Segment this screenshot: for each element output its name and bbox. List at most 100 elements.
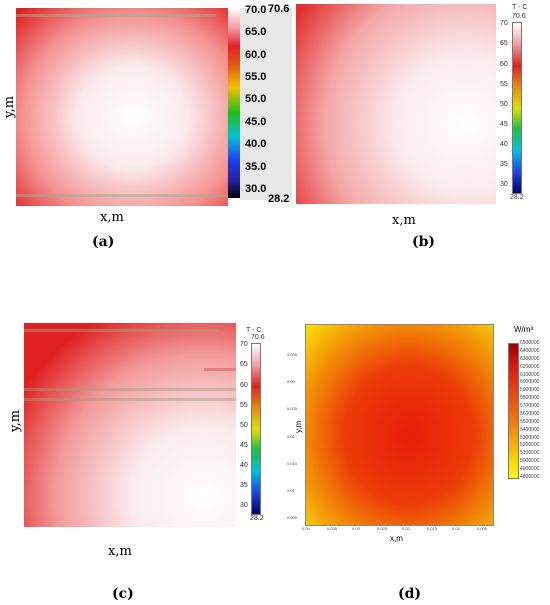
y-tick-label-d: 0.015	[287, 460, 298, 466]
ylabel-d: y,m	[294, 420, 303, 433]
xlabel-c: x,m	[108, 544, 132, 559]
y-tick-label-d: 0.035	[287, 352, 298, 358]
heatmap-a-artifact-line	[16, 14, 216, 17]
caption-c-text: (c)	[112, 586, 134, 602]
colorbar-d-tick: 5800000	[520, 395, 540, 402]
x-tick-label-d: 0.035	[327, 526, 338, 531]
colorbar-a-tick: 55.0	[245, 70, 267, 83]
colorbar-c-tick: 40	[240, 461, 248, 469]
y-tick-label-d: 0.025	[287, 406, 298, 412]
colorbar-b-tick: 65	[500, 40, 508, 48]
colorbar-b-tick: 30	[500, 180, 508, 188]
caption-a: (a)	[92, 234, 114, 250]
y-tick-label-d: 0.02	[287, 433, 295, 439]
colorbar-d-tick: 5900000	[520, 387, 540, 394]
colorbar-b-tick: 40	[500, 140, 508, 148]
colorbar-b-tick: 55	[500, 80, 508, 88]
heatmap-c	[24, 323, 236, 527]
caption-a-text: (a)	[92, 234, 115, 250]
caption-d: (d)	[398, 586, 421, 602]
colorbar-b-min-label: 28.2	[510, 194, 524, 201]
colorbar-d-title: W/m³	[514, 325, 534, 334]
x-tick-label-d: 0.025	[377, 526, 388, 531]
heatmap-c-artifact-line	[24, 329, 219, 332]
colorbar-d-tick: 6500000	[520, 340, 540, 346]
colorbar-a-tick: 50.0	[245, 93, 267, 106]
colorbar-c-tick: 65	[240, 361, 248, 369]
colorbar-d-tick: 5300000	[520, 434, 540, 441]
colorbar-a-tick: 70.0	[245, 3, 267, 16]
heatmap-b-field	[296, 4, 496, 204]
colorbar-a-gradient	[228, 8, 240, 198]
colorbar-c-tick: 35	[240, 481, 248, 489]
colorbar-c-tick: 60	[240, 381, 248, 389]
heatmap-d-field	[306, 325, 493, 525]
colorbar-c-tick: 70	[240, 341, 248, 349]
colorbar-d-tick: 6300000	[520, 355, 540, 362]
colorbar-a-tick: 45.0	[245, 115, 267, 128]
colorbar-b	[512, 22, 522, 194]
colorbar-d-tick: 4800000	[520, 474, 540, 480]
colorbar-c-gradient	[252, 344, 260, 514]
colorbar-c-max-label: 70.6	[251, 334, 265, 341]
colorbar-a-tick: 35.0	[245, 160, 267, 173]
colorbar-b-svg	[513, 23, 521, 193]
ylabel-c: y,m	[8, 409, 23, 432]
y-tick-label-d: 0.005	[287, 515, 298, 520]
colorbar-b-tick: 60	[500, 60, 508, 68]
y-tick-label-d: 0.03	[287, 379, 295, 385]
colorbar-d-tick: 5100000	[520, 450, 540, 457]
colorbar-d-tick: 6400000	[520, 347, 540, 354]
colorbar-d-tick: 5200000	[520, 442, 540, 449]
colorbar-d-tick: 5600000	[520, 410, 540, 417]
colorbar-c-tick: 30	[240, 501, 248, 509]
colorbar-b-tick: 50	[500, 100, 508, 108]
colorbar-a-max-label: 70.6	[268, 3, 290, 15]
colorbar-a-tick: 60.0	[245, 48, 267, 61]
colorbar-a-label-area	[240, 8, 292, 200]
heatmap-a	[16, 8, 228, 206]
xlabel-b: x,m	[392, 213, 416, 228]
colorbar-a	[228, 8, 240, 198]
xlabel-d: x,m	[390, 534, 403, 543]
heatmap-d-svg	[306, 325, 493, 525]
colorbar-d-tick: 5400000	[520, 426, 540, 433]
heatmap-b	[296, 4, 496, 204]
colorbar-d-tick: 6200000	[520, 363, 540, 370]
x-tick-label-d: 0.005	[477, 526, 488, 531]
colorbar-d-tick: 6000000	[520, 379, 540, 386]
colorbar-d-tick: 6100000	[520, 371, 540, 378]
colorbar-a-min-label: 28.2	[268, 193, 290, 205]
colorbar-c	[251, 343, 261, 515]
ylabel-a: y,m	[2, 95, 17, 118]
colorbar-c-title: T - C	[246, 327, 262, 334]
colorbar-c-tick: 45	[240, 441, 248, 449]
colorbar-b-tick: 35	[500, 160, 508, 168]
caption-b-text: (b)	[412, 234, 436, 250]
colorbar-d-svg	[509, 344, 518, 478]
x-tick-label-d: 0.03	[352, 526, 360, 531]
heatmap-d	[305, 324, 494, 526]
colorbar-b-tick: 45	[500, 120, 508, 128]
colorbar-b-title: T - C	[512, 4, 528, 11]
x-tick-label-d: 0.01	[452, 526, 460, 531]
colorbar-d-gradient	[509, 344, 518, 478]
heatmap-c-field	[24, 323, 236, 527]
colorbar-d	[508, 343, 519, 479]
caption-b: (b)	[412, 234, 435, 250]
caption-d-text: (d)	[398, 586, 422, 602]
colorbar-b-tick: 70	[500, 20, 508, 28]
colorbar-a-tick: 65.0	[245, 26, 267, 39]
colorbar-c-tick: 50	[240, 421, 248, 429]
colorbar-d-tick: 4900000	[520, 466, 540, 473]
colorbar-c-min-label: 28.2	[250, 515, 264, 522]
colorbar-a-svg	[228, 8, 240, 198]
heatmap-c-svg	[24, 323, 236, 527]
colorbar-a-tick: 40.0	[245, 138, 267, 151]
y-tick-label-d: 0.01	[287, 487, 295, 493]
colorbar-d-tick: 5000000	[520, 458, 540, 465]
colorbar-d-tick: 5500000	[520, 418, 540, 425]
heatmap-c-artifact-line	[204, 368, 236, 371]
heatmap-a-svg	[16, 8, 228, 206]
heatmap-c-artifact-line	[24, 388, 236, 391]
